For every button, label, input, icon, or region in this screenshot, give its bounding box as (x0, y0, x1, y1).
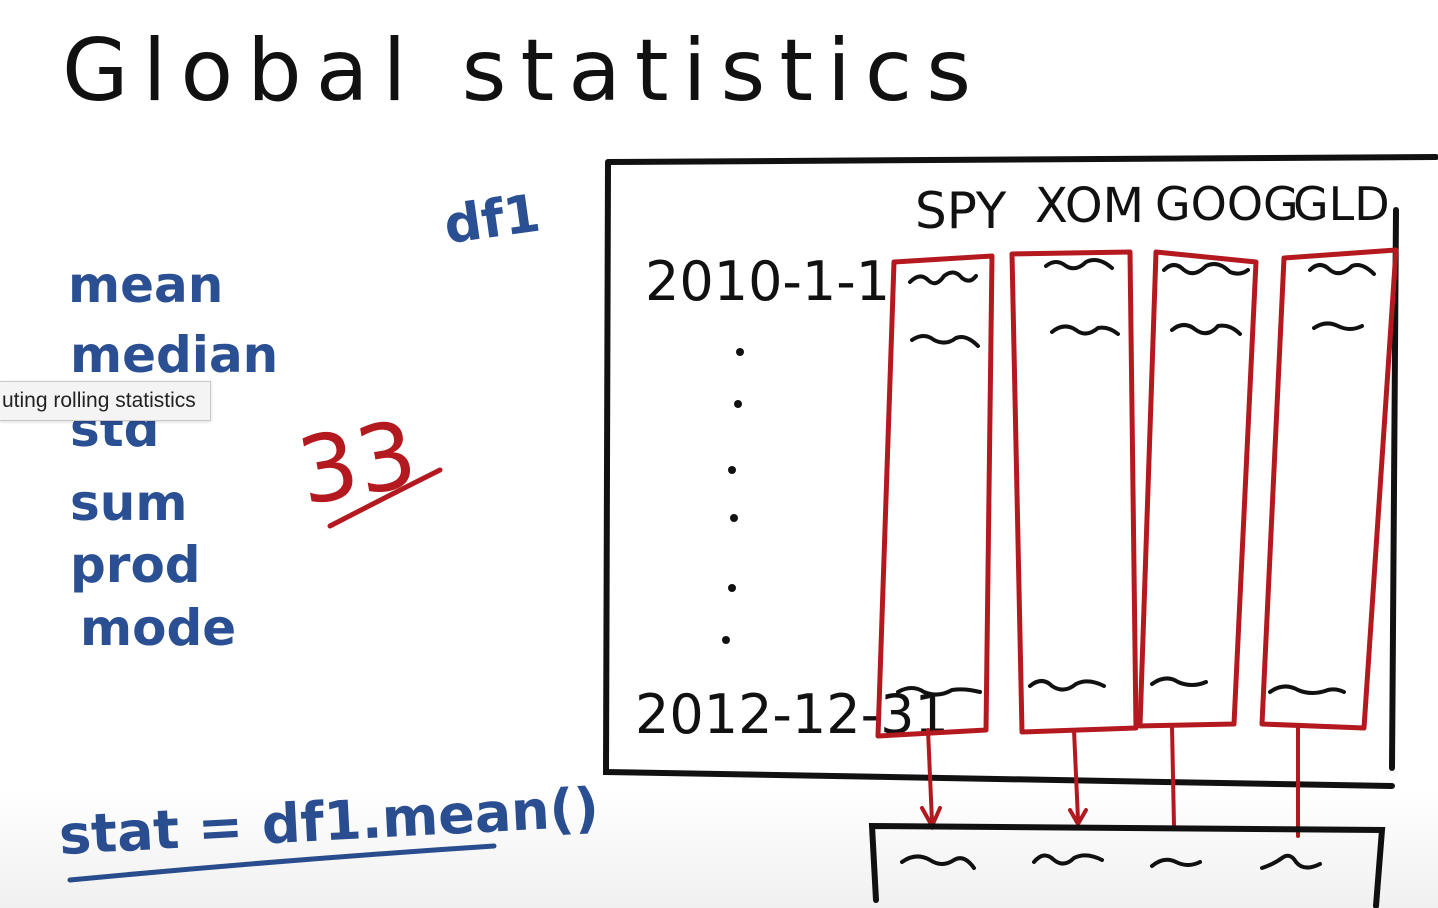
stat-prod: prod (70, 536, 201, 594)
stat-median: median (70, 326, 278, 384)
column-header-spy: SPY (915, 182, 1007, 240)
count-underline (327, 467, 443, 529)
df-label: df1 (440, 184, 543, 257)
column-outline-goog (1137, 249, 1259, 729)
row-start-label: 2010-1-1 (645, 250, 890, 313)
stat-mean: mean (68, 256, 223, 314)
column-values (896, 258, 1376, 697)
formula: stat = df1.mean() (57, 776, 600, 867)
column-outline-xom (1009, 249, 1139, 735)
row-ellipsis (722, 348, 744, 644)
column-header-gld: GLD (1293, 177, 1390, 231)
column-outlines (875, 247, 1399, 739)
count-value: 33 (290, 400, 424, 526)
column-outline-gld (1259, 247, 1399, 731)
aggregation-arrows (920, 724, 1300, 838)
column-outline-spy (875, 253, 995, 739)
tooltip: uting rolling statistics (0, 381, 211, 421)
column-header-xom: XOM (1035, 178, 1144, 234)
formula-underline (67, 843, 497, 883)
page-title: Global statistics (62, 21, 985, 121)
stat-sum: sum (70, 474, 187, 532)
column-header-goog: GOOG (1155, 177, 1299, 231)
result-values (900, 853, 1322, 870)
result-row-box (868, 822, 1386, 908)
stat-mode: mode (80, 599, 236, 657)
dataframe-box (602, 154, 1438, 789)
